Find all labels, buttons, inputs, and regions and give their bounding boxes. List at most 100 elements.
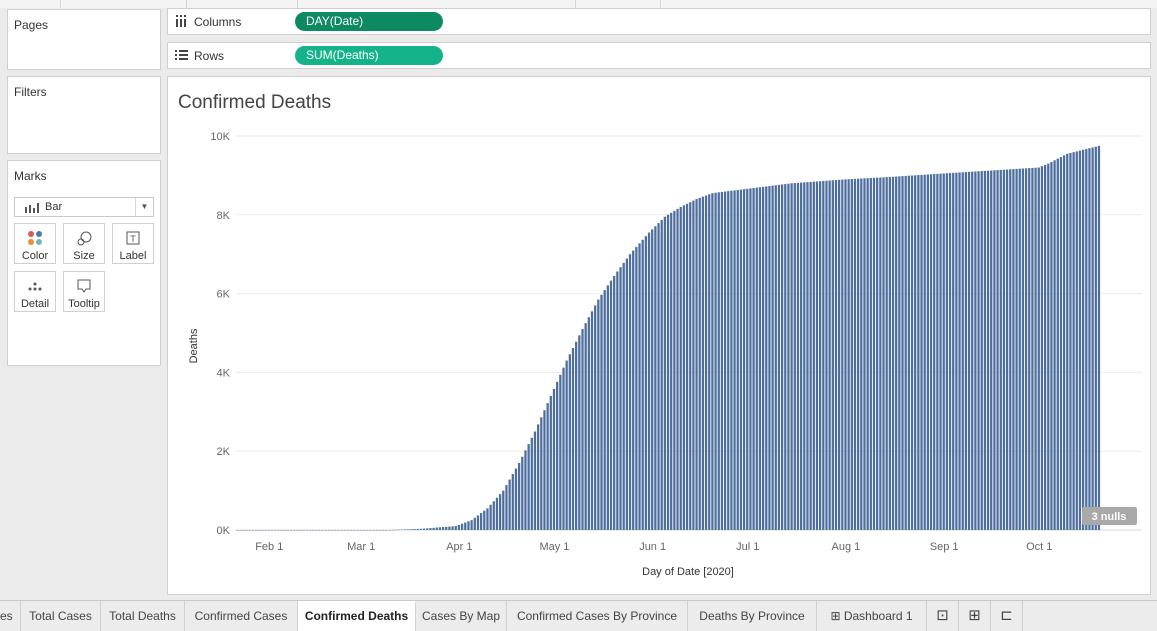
bar[interactable] [948, 173, 952, 530]
bar[interactable] [701, 196, 705, 530]
bar[interactable] [628, 254, 632, 530]
bar[interactable] [955, 172, 958, 530]
bar[interactable] [571, 347, 575, 530]
bar[interactable] [910, 175, 914, 530]
bar[interactable] [651, 229, 654, 530]
bar[interactable] [403, 529, 407, 530]
bar[interactable] [479, 513, 483, 530]
bar[interactable] [518, 463, 521, 530]
bar[interactable] [495, 497, 499, 530]
bar[interactable] [1056, 158, 1059, 530]
bar[interactable] [711, 193, 714, 530]
bar[interactable] [825, 180, 828, 530]
bar[interactable] [505, 485, 508, 530]
bar[interactable] [822, 180, 825, 530]
bar[interactable] [812, 181, 815, 530]
bar[interactable] [448, 526, 451, 530]
bar[interactable] [917, 175, 920, 530]
bar[interactable] [958, 172, 961, 530]
bar[interactable] [641, 239, 644, 530]
bar[interactable] [967, 171, 971, 530]
bar[interactable] [476, 515, 480, 530]
bar[interactable] [432, 527, 435, 530]
bar[interactable] [1097, 145, 1101, 530]
bar[interactable] [999, 169, 1002, 530]
bar[interactable] [293, 530, 296, 531]
bar[interactable] [575, 341, 578, 530]
bar[interactable] [454, 526, 457, 530]
bar[interactable] [723, 191, 727, 531]
bar[interactable] [549, 396, 552, 530]
bar[interactable] [331, 530, 334, 531]
bar[interactable] [619, 267, 622, 530]
tooltip-button[interactable]: Tooltip [63, 271, 105, 312]
bar[interactable] [891, 176, 895, 530]
bar[interactable] [441, 527, 445, 530]
bar[interactable] [920, 174, 923, 530]
bar[interactable] [334, 530, 337, 531]
sheet-tab[interactable]: Cases By Map [416, 601, 507, 631]
bar[interactable] [508, 479, 511, 530]
bar[interactable] [838, 179, 841, 531]
bar[interactable] [457, 524, 461, 530]
sheet-tab[interactable]: Confirmed Cases [185, 601, 298, 631]
bar[interactable] [346, 530, 350, 531]
bar[interactable] [597, 299, 600, 530]
bar[interactable] [1024, 168, 1028, 530]
bar[interactable] [562, 367, 565, 530]
columns-shelf[interactable]: Columns DAY(Date) [167, 8, 1151, 35]
bar[interactable] [895, 176, 898, 530]
bar[interactable] [733, 190, 736, 530]
bar[interactable] [327, 530, 331, 531]
bar[interactable] [708, 194, 711, 530]
bar[interactable] [384, 530, 388, 531]
sheet-tab[interactable]: Total Deaths [101, 601, 185, 631]
bar[interactable] [1015, 168, 1018, 530]
bar[interactable] [600, 294, 603, 530]
sheet-tab[interactable]: es [0, 601, 21, 631]
bar[interactable] [717, 192, 720, 530]
bar[interactable] [321, 530, 324, 531]
bar[interactable] [901, 176, 904, 530]
bar[interactable] [486, 508, 489, 530]
bar[interactable] [1005, 169, 1009, 530]
bar[interactable] [983, 170, 987, 530]
bar[interactable] [470, 520, 473, 530]
bar[interactable] [742, 189, 746, 530]
bar[interactable] [1053, 160, 1056, 531]
bar[interactable] [286, 530, 289, 531]
bar[interactable] [685, 203, 689, 530]
bar[interactable] [1091, 147, 1094, 530]
bar[interactable] [730, 190, 733, 530]
rows-shelf[interactable]: Rows SUM(Deaths) [167, 42, 1151, 69]
bar[interactable] [356, 530, 359, 531]
bar[interactable] [489, 504, 492, 530]
bar[interactable] [397, 529, 400, 531]
bar[interactable] [780, 184, 784, 530]
bar[interactable] [318, 530, 321, 531]
new-story-icon[interactable]: ⊏ [991, 601, 1023, 631]
bar[interactable] [847, 179, 850, 531]
bar[interactable] [885, 177, 888, 530]
bar[interactable] [388, 530, 391, 531]
bar[interactable] [312, 530, 315, 531]
bar[interactable] [616, 271, 619, 530]
bar[interactable] [537, 424, 540, 530]
bar[interactable] [898, 176, 901, 530]
bar[interactable] [888, 176, 891, 530]
bar[interactable] [1062, 155, 1066, 530]
bar[interactable] [689, 202, 692, 530]
bar[interactable] [755, 187, 758, 531]
bar[interactable] [644, 236, 648, 530]
bar[interactable] [796, 182, 800, 530]
bar[interactable] [799, 182, 803, 530]
bar[interactable] [1088, 148, 1091, 530]
bar[interactable] [632, 250, 635, 530]
bar[interactable] [1081, 149, 1085, 530]
mark-type-dropdown[interactable]: Bar ▼ [14, 197, 154, 217]
pages-card[interactable]: Pages [7, 9, 161, 70]
bar[interactable] [492, 501, 495, 530]
bar[interactable] [971, 171, 974, 530]
bar[interactable] [736, 189, 739, 530]
bar[interactable] [964, 172, 968, 531]
